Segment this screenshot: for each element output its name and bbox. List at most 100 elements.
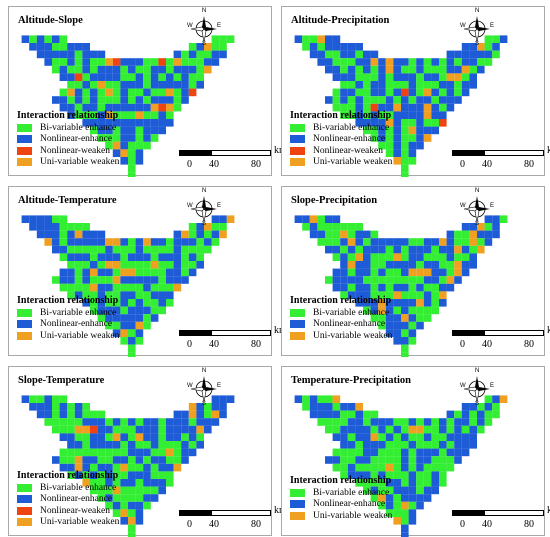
grid-cell: [128, 73, 136, 81]
grid-cell: [74, 463, 83, 472]
grid-cell: [188, 223, 197, 231]
grid-cell: [120, 65, 128, 74]
grid-cell: [74, 58, 83, 66]
grid-cell: [112, 418, 121, 426]
grid-cell: [128, 306, 136, 315]
grid-cell: [158, 111, 166, 119]
grid-cell: [128, 418, 136, 426]
grid-cell: [385, 456, 394, 464]
grid-cell: [158, 448, 166, 457]
grid-cell: [112, 65, 121, 74]
grid-cell: [97, 103, 106, 112]
grid-cell: [90, 103, 98, 112]
grid-cell: [143, 238, 151, 246]
legend-label: Nonlinear-weaken: [40, 145, 110, 156]
grid-cell: [97, 418, 106, 426]
legend-title: Interaction relationship: [17, 470, 119, 481]
grid-cell: [317, 35, 325, 43]
grid-cell: [135, 58, 144, 66]
grid-cell: [408, 501, 417, 510]
map-panel: Altitude-Temperature N S W E Interaction rela…: [8, 186, 287, 357]
grid-cell: [59, 96, 68, 104]
grid-cell: [112, 456, 121, 464]
grid-cell: [97, 119, 106, 127]
grid-cell: [347, 81, 356, 89]
grid-cell: [196, 410, 204, 419]
compass-s-label: S: [475, 401, 480, 407]
legend: Interaction relationship Bi-variable enha…: [17, 470, 119, 528]
grid-cell: [112, 253, 121, 261]
grid-cell: [401, 494, 409, 502]
scale-bar: km04080: [179, 324, 289, 352]
grid-cell: [416, 111, 424, 119]
grid-cell: [112, 501, 121, 510]
grid-cell: [355, 410, 363, 419]
grid-cell: [59, 410, 68, 419]
legend-label: Bi-variable enhance: [313, 487, 390, 498]
grid-cell: [408, 149, 417, 157]
grid-cell: [454, 433, 462, 441]
grid-cell: [74, 448, 83, 457]
grid-cell: [112, 299, 121, 307]
grid-cell: [67, 425, 75, 434]
compass-e-label: E: [490, 203, 495, 209]
grid-cell: [370, 50, 379, 59]
grid-cell: [401, 314, 409, 322]
grid-cell: [143, 418, 151, 426]
legend-swatch: [17, 308, 32, 317]
grid-cell: [181, 276, 189, 284]
grid-cell: [120, 337, 128, 345]
grid-cell: [408, 456, 417, 464]
legend-swatch: [290, 511, 305, 520]
grid-cell: [188, 88, 197, 97]
grid-cell: [423, 73, 432, 81]
grid-cell: [211, 395, 220, 403]
grid-cell: [90, 119, 98, 127]
grid-cell: [59, 433, 68, 441]
scale-tick-label: 80: [524, 339, 534, 350]
legend-label: Nonlinear-weaken: [313, 145, 383, 156]
legend-swatch: [290, 488, 305, 497]
grid-cell: [439, 73, 447, 81]
grid-cell: [112, 479, 121, 487]
grid-cell: [363, 65, 371, 74]
grid-cell: [469, 58, 477, 66]
grid-cell: [120, 471, 128, 479]
scale-tick-label: 80: [524, 519, 534, 530]
grid-cell: [82, 471, 90, 479]
grid-cell: [120, 517, 128, 525]
scale-unit: km: [547, 505, 550, 516]
grid-cell: [128, 329, 136, 337]
grid-cell: [317, 215, 325, 223]
scale-tick-label: 40: [482, 159, 492, 170]
grid-cell: [226, 395, 235, 403]
grid-cell: [120, 501, 128, 510]
legend-swatch: [290, 123, 305, 132]
grid-cell: [355, 230, 363, 239]
grid-cell: [416, 456, 424, 464]
grid-cell: [97, 88, 106, 97]
grid-cell: [97, 276, 106, 284]
grid-cell: [347, 268, 356, 277]
legend-swatch: [17, 331, 32, 340]
grid-cell: [431, 441, 439, 449]
grid-cell: [325, 223, 333, 231]
legend-label: Bi-variable enhance: [313, 122, 390, 133]
grid-cell: [67, 403, 75, 411]
grid-cell: [393, 96, 401, 104]
grid-cell: [325, 410, 333, 419]
grid-cell: [332, 268, 341, 277]
grid-cell: [370, 425, 379, 434]
grid-cell: [226, 35, 235, 43]
grid-cell: [408, 111, 417, 119]
grid-cell: [408, 134, 417, 142]
grid-cell: [378, 253, 386, 261]
grid-cell: [82, 441, 90, 449]
grid-cell: [492, 395, 500, 403]
grid-cell: [294, 215, 303, 223]
grid-cell: [340, 65, 348, 74]
grid-cell: [188, 81, 197, 89]
grid-cell: [393, 486, 401, 495]
grid-cell: [67, 463, 75, 472]
grid-cell: [67, 73, 75, 81]
